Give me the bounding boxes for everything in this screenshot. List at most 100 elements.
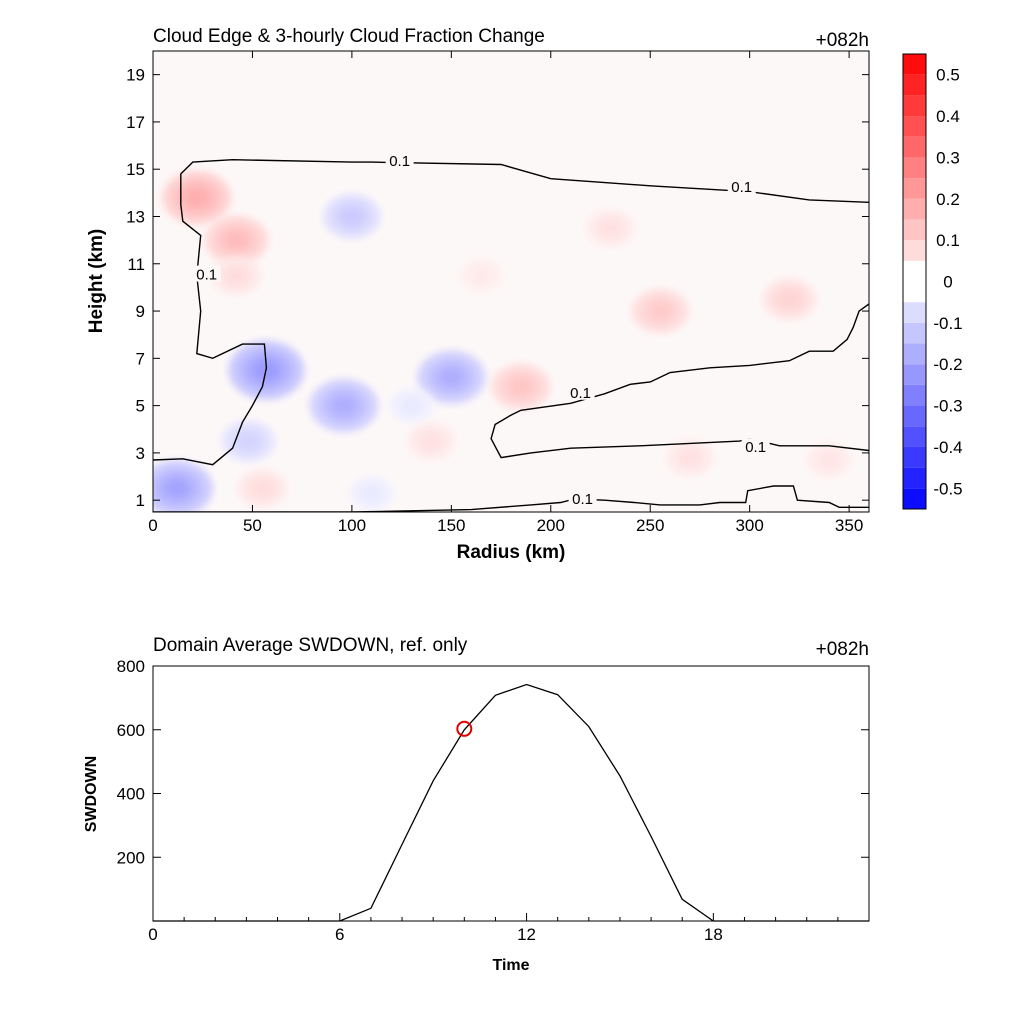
anomaly-blob [586,209,635,248]
x-tick-label: 18 [704,925,723,944]
cloud-edge-contour [153,485,869,512]
svg-text:0.1: 0.1 [731,179,752,196]
colorbar-tick-label: 0.1 [936,231,960,250]
y-tick-label: 11 [127,255,145,274]
anomaly-blob [162,170,231,225]
y-tick-label: 800 [117,657,145,676]
colorbar-tick-label: -0.5 [933,479,962,498]
svg-text:0.1: 0.1 [745,439,766,456]
swdown-y-axis: 200 400 600 800 [117,657,869,867]
cloud-edge-contour [153,158,869,466]
colorbar-tick-label: 0 [943,273,952,292]
contour-label: 0.1 [385,152,414,170]
y-tick-label: 400 [117,785,145,804]
swdown-series [153,683,869,922]
y-tick-label: 13 [126,207,145,226]
anomaly-blob [153,460,213,512]
swdown-x-axis-label: Time [492,957,529,974]
cloud-chart-title: Cloud Edge & 3-hourly Cloud Fraction Cha… [153,26,545,47]
y-tick-label: 7 [136,349,145,368]
cloud-x-axis-label: Radius (km) [457,542,566,563]
cloud-fraction-chart: Cloud Edge & 3-hourly Cloud Fraction Cha… [86,26,963,563]
contour-label: 0.1 [192,265,221,284]
swdown-chart-title: Domain Average SWDOWN, ref. only [153,635,468,656]
anomaly-blob [805,441,853,479]
colorbar-swatch [903,343,926,365]
x-tick-label: 200 [537,516,565,535]
x-tick-label: 250 [636,516,664,535]
x-tick-label: 0 [148,925,157,944]
colorbar: 0.5 0.4 0.3 0.2 0.1 0 -0.1 -0.2 -0.3 -0.4 -0.5 [902,53,963,510]
colorbar-tick-label: 0.2 [936,190,960,209]
anomaly-blob [389,388,435,424]
anomaly-blob [491,363,551,410]
anomaly-blob [323,194,381,239]
x-tick-label: 50 [243,516,262,535]
colorbar-swatch [903,364,926,385]
colorbar-swatch [903,240,926,261]
anomaly-blob [211,255,262,296]
svg-text:0.1: 0.1 [196,267,217,284]
anomaly-blob [631,288,689,334]
colorbar-swatch [903,488,926,509]
colorbar-swatch [903,426,926,447]
colorbar-tick-label: 0.5 [936,66,960,85]
colorbar-swatch [903,302,926,323]
colorbar-swatch [903,198,926,220]
x-tick-label: 350 [835,516,863,535]
x-tick-label: 12 [517,925,536,944]
x-tick-label: 0 [148,516,157,535]
anomaly-blob [237,468,288,508]
swdown-y-axis-label: SWDOWN [83,756,100,832]
anomaly-blob [417,350,486,404]
x-tick-label: 100 [338,516,366,535]
contour-label: 0.1 [741,438,770,456]
colorbar-swatch [903,384,926,406]
anomaly-blob [309,379,379,433]
colorbar-swatch [903,157,926,179]
colorbar-swatch [903,405,926,427]
colorbar-frame [902,53,927,510]
colorbar-swatch [903,136,926,158]
colorbar-swatch [903,74,926,96]
colorbar-swatch [903,446,926,468]
contour-label: 0.1 [727,178,756,196]
cloud-x-axis: 0 50 100 150 200 250 300 350 [148,51,863,535]
anomaly-blob [458,258,504,294]
y-tick-label: 17 [126,113,145,132]
x-tick-label: 6 [335,925,344,944]
svg-text:0.1: 0.1 [570,385,591,402]
colorbar-tick-label: 0.3 [936,148,960,167]
cloud-anomaly-field [153,170,853,512]
anomaly-blob [349,475,395,511]
anomaly-blob [205,215,269,265]
swdown-plot-frame [152,665,870,922]
y-tick-label: 3 [136,444,145,463]
cloud-edge-contours [153,158,869,512]
colorbar-swatch [903,54,926,75]
cloud-edge-contour [490,303,869,459]
contour-label: 0.1 [568,490,597,508]
x-tick-label: 300 [735,516,763,535]
anomaly-blob [665,438,715,477]
y-tick-label: 1 [136,491,145,510]
cloud-edge-contour-labels: 0.1 0.1 0.1 0.1 0.1 0.1 [192,152,770,508]
colorbar-swatch [903,322,926,344]
swdown-chart-time-label: +082h [816,639,869,660]
colorbar-swatch [903,467,926,489]
y-tick-label: 5 [136,397,145,416]
y-tick-label: 200 [117,848,145,867]
y-tick-label: 19 [126,66,145,85]
swdown-x-axis: 0 6 12 18 [148,913,870,944]
colorbar-swatch [903,178,926,199]
swdown-chart: Domain Average SWDOWN, ref. only +082h 0… [83,635,870,974]
y-tick-label: 9 [136,302,145,321]
y-tick-label: 15 [126,160,145,179]
svg-text:0.1: 0.1 [389,153,410,170]
colorbar-swatch [903,95,926,117]
colorbar-tick-label: -0.2 [933,355,962,374]
colorbar-tick-label: -0.3 [933,397,962,416]
cloud-y-axis-label: Height (km) [86,229,107,334]
